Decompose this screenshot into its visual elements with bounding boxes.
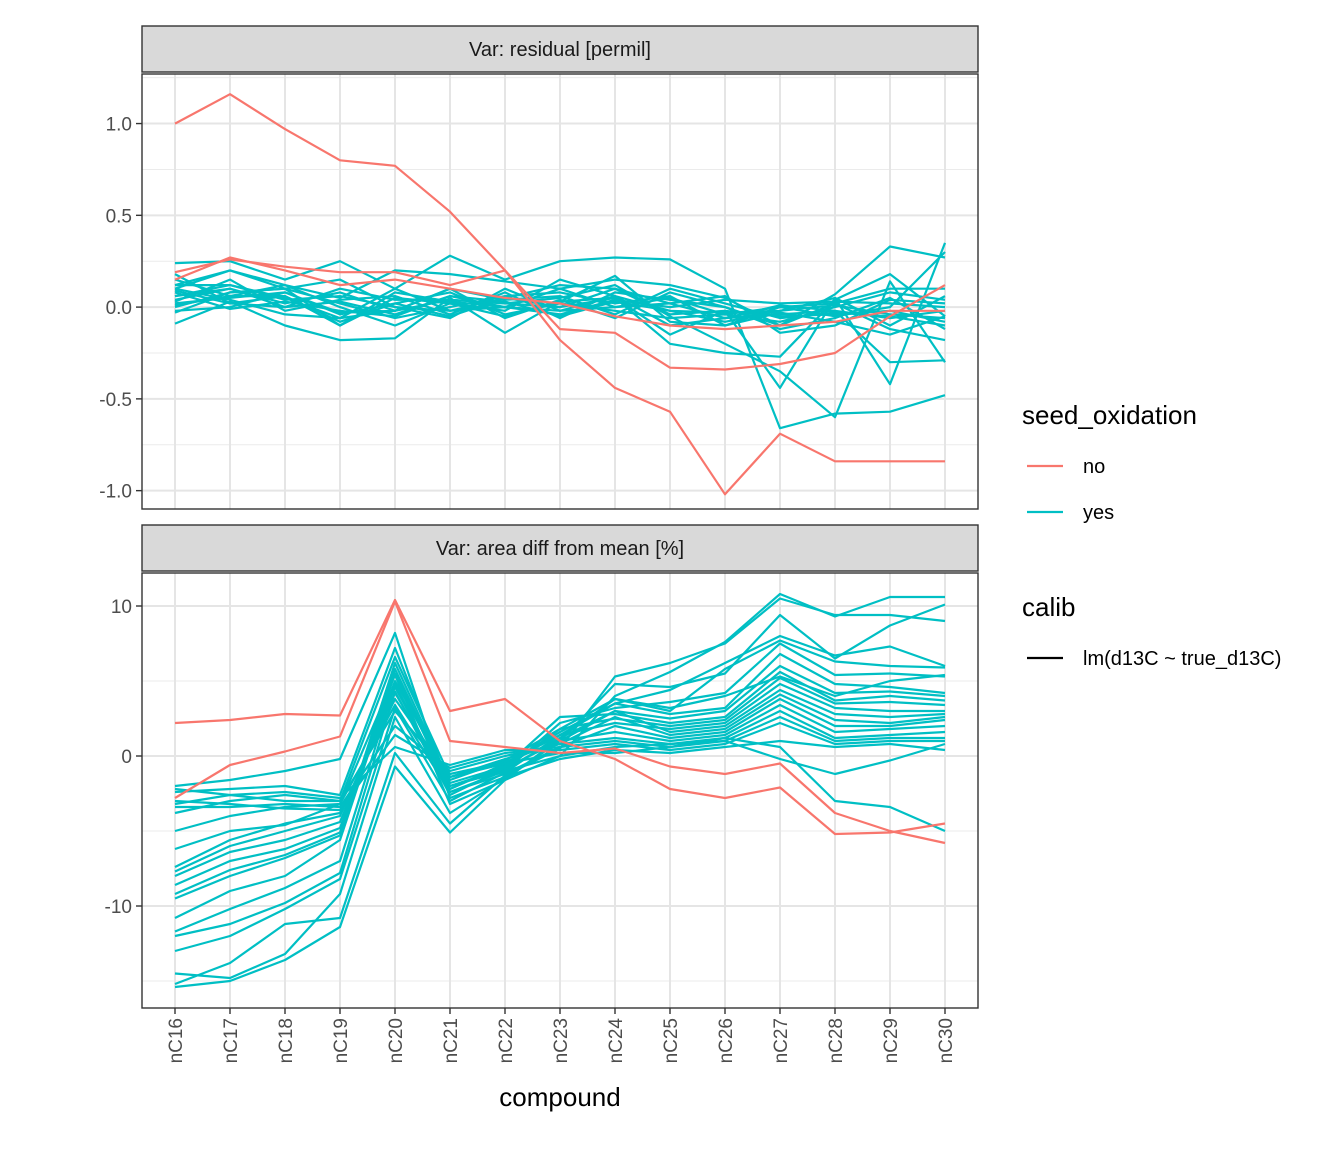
- x-tick-label: nC17: [221, 1018, 242, 1063]
- strip-label-residual: Var: residual [permil]: [469, 39, 651, 61]
- y-tick-label: -1.0: [99, 482, 132, 503]
- legend-seed-oxidation: seed_oxidation no yes: [1022, 400, 1197, 524]
- series-line-no: [174, 598, 946, 836]
- series-group-residual: [174, 93, 947, 496]
- legend-title-seed-oxidation: seed_oxidation: [1022, 400, 1197, 430]
- series-line-yes: [174, 287, 946, 320]
- y-tick-label: 10: [111, 597, 132, 618]
- series-line-yes: [174, 715, 945, 812]
- series-line-yes: [174, 661, 946, 896]
- x-axis: nC16 nC17 nC18 nC19 nC20 nC21 nC22 nC23 nC24 nC25…: [166, 1008, 957, 1063]
- series-line-yes: [174, 287, 946, 323]
- series-line-yes: [174, 676, 946, 887]
- x-tick-label: nC26: [716, 1018, 737, 1063]
- series-line-yes: [174, 287, 946, 336]
- y-tick-label: 1.0: [106, 115, 132, 136]
- series-line-yes: [174, 682, 945, 878]
- y-tick-label: 0.5: [106, 206, 132, 227]
- series-line-yes: [175, 284, 946, 327]
- series-line-yes: [174, 673, 946, 851]
- series-line-yes: [174, 289, 946, 320]
- x-tick-label: nC22: [496, 1018, 517, 1063]
- series-line-yes: [174, 631, 946, 800]
- strip-label-area-diff: Var: area diff from mean [%]: [436, 538, 684, 560]
- y-tick-label: 0: [121, 747, 132, 768]
- series-line-no: [174, 258, 945, 496]
- y-tick-label: -10: [105, 897, 132, 918]
- legend-label-no: no: [1083, 456, 1105, 478]
- x-tick-label: nC27: [771, 1018, 792, 1063]
- y-tick-label: -0.5: [99, 390, 132, 411]
- x-tick-label: nC18: [276, 1018, 297, 1063]
- x-tick-label: nC16: [166, 1018, 187, 1063]
- y-axis-area-diff: 10 0 -10: [105, 597, 142, 918]
- x-axis-title: compound: [499, 1082, 620, 1112]
- legend-calib: calib lm(d13C ~ true_d13C): [1022, 592, 1281, 670]
- y-tick-label: 0.0: [106, 298, 132, 319]
- legend-label-yes: yes: [1083, 502, 1114, 524]
- x-tick-label: nC19: [331, 1018, 352, 1063]
- panel-border-residual: [141, 73, 979, 510]
- x-tick-label: nC20: [386, 1018, 407, 1063]
- series-line-no: [174, 256, 945, 331]
- x-tick-label: nC30: [936, 1018, 957, 1063]
- series-line-yes: [174, 597, 946, 986]
- x-tick-label: nC24: [606, 1018, 627, 1064]
- x-tick-label: nC28: [826, 1018, 847, 1063]
- x-tick-label: nC25: [661, 1018, 682, 1063]
- legend-title-calib: calib: [1022, 592, 1075, 622]
- x-tick-label: nC21: [441, 1018, 462, 1063]
- series-line-yes: [174, 646, 946, 797]
- strip-background-area-diff: [141, 524, 979, 572]
- x-tick-label: nC29: [881, 1018, 902, 1063]
- panel-area-diff: Var: area diff from mean [%] 10 0 -10: [105, 524, 979, 1009]
- series-line-yes: [174, 254, 946, 430]
- panel-residual: Var: residual [permil] 1.0 0.5 0.0 -0.5 -1.0: [99, 25, 979, 510]
- series-line-no: [174, 600, 946, 845]
- legend-label-lm: lm(d13C ~ true_d13C): [1083, 648, 1281, 670]
- series-group-area-diff: [174, 592, 946, 989]
- series-line-yes: [175, 709, 946, 809]
- series-line-no: [174, 93, 946, 371]
- series-line-yes: [174, 642, 946, 933]
- strip-background-residual: [141, 25, 979, 73]
- series-line-yes: [174, 652, 946, 919]
- y-axis-residual: 1.0 0.5 0.0 -0.5 -1.0: [99, 115, 142, 503]
- series-line-yes: [174, 721, 945, 800]
- x-tick-label: nC23: [551, 1018, 572, 1063]
